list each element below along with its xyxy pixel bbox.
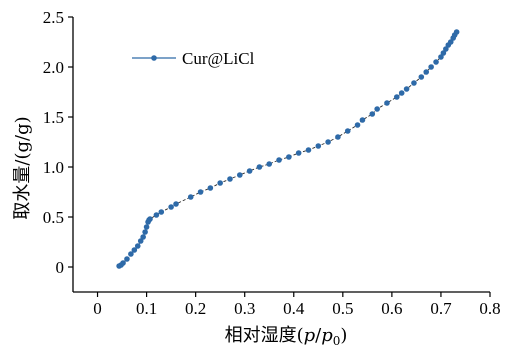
x-tick-label: 0.4 bbox=[283, 299, 305, 318]
data-point bbox=[286, 154, 292, 160]
data-point bbox=[443, 46, 449, 52]
data-point bbox=[173, 201, 179, 207]
ticks: 0 0.1 0.2 0.3 0.4 0.5 0.6 0.7 0.8 0 0.5 1.0 1.5 2.0 2.… bbox=[43, 8, 501, 318]
data-point bbox=[423, 69, 430, 75]
data-point bbox=[295, 150, 302, 156]
y-tick-label: 0.5 bbox=[43, 208, 64, 227]
data-point bbox=[128, 251, 134, 257]
legend: Cur@LiCl bbox=[132, 49, 255, 68]
x-axis-title-sub0: 0 bbox=[333, 334, 341, 348]
data-point bbox=[266, 161, 273, 167]
data-point bbox=[354, 122, 361, 128]
data-point bbox=[217, 180, 223, 186]
data-point bbox=[359, 117, 366, 123]
data-point bbox=[335, 134, 341, 140]
x-tick-label: 0.6 bbox=[381, 299, 402, 318]
x-axis-title-slash: / bbox=[315, 325, 322, 346]
data-point bbox=[403, 86, 410, 92]
data-point bbox=[440, 50, 447, 56]
legend-label: Cur@LiCl bbox=[182, 49, 255, 68]
series bbox=[116, 29, 460, 269]
data-point bbox=[246, 168, 253, 174]
data-point bbox=[168, 204, 174, 210]
y-tick-label: 2.0 bbox=[43, 58, 64, 77]
series-line bbox=[118, 31, 457, 267]
data-point bbox=[453, 29, 460, 35]
y-tick-label: 1.5 bbox=[43, 108, 64, 127]
data-point bbox=[256, 164, 263, 170]
x-tick-label: 0.7 bbox=[430, 299, 452, 318]
data-point bbox=[315, 143, 322, 149]
data-point bbox=[411, 80, 417, 86]
data-point bbox=[124, 256, 130, 262]
data-point bbox=[153, 212, 160, 218]
data-point bbox=[134, 243, 141, 249]
x-tick-label: 0.2 bbox=[185, 299, 206, 318]
y-tick-label: 0 bbox=[56, 258, 65, 277]
data-point bbox=[305, 147, 312, 153]
x-axis-title-p: p bbox=[304, 325, 316, 346]
data-point bbox=[418, 74, 425, 80]
x-axis-title-prefix: 相对湿度( bbox=[225, 325, 304, 346]
data-point bbox=[131, 247, 138, 253]
data-point bbox=[143, 224, 150, 230]
data-point bbox=[428, 64, 434, 70]
data-point bbox=[384, 100, 390, 106]
data-point bbox=[207, 185, 214, 191]
data-point bbox=[344, 128, 351, 134]
x-axis-title-suffix: ) bbox=[340, 325, 347, 346]
x-axis-title: 相对湿度(p/p0) bbox=[225, 325, 348, 348]
data-point bbox=[447, 39, 454, 45]
data-point bbox=[398, 90, 405, 96]
data-point bbox=[187, 194, 194, 200]
data-point bbox=[393, 94, 400, 100]
x-tick-label: 0.1 bbox=[136, 299, 157, 318]
y-tick-label: 1.0 bbox=[43, 158, 64, 177]
legend-marker bbox=[151, 55, 157, 61]
x-tick-label: 0.8 bbox=[479, 299, 500, 318]
data-point bbox=[433, 59, 439, 65]
data-point bbox=[237, 172, 243, 178]
data-point bbox=[147, 216, 153, 222]
data-point bbox=[158, 209, 165, 215]
data-point bbox=[276, 157, 282, 163]
data-point bbox=[227, 176, 233, 182]
data-point bbox=[374, 106, 380, 112]
x-axis-title-p0: p bbox=[321, 325, 333, 346]
x-tick-label: 0 bbox=[93, 299, 102, 318]
y-tick-label: 2.5 bbox=[43, 8, 64, 27]
data-point bbox=[120, 260, 126, 266]
data-point bbox=[137, 238, 144, 244]
x-tick-label: 0.3 bbox=[234, 299, 255, 318]
data-point bbox=[142, 229, 148, 235]
data-point bbox=[140, 234, 146, 240]
data-point bbox=[325, 139, 331, 145]
data-point bbox=[197, 189, 204, 195]
x-tick-label: 0.5 bbox=[332, 299, 353, 318]
data-point bbox=[369, 111, 376, 117]
axes bbox=[72, 17, 490, 293]
data-point bbox=[438, 54, 444, 60]
y-axis-title: 取水量/(g/g) bbox=[12, 116, 33, 219]
